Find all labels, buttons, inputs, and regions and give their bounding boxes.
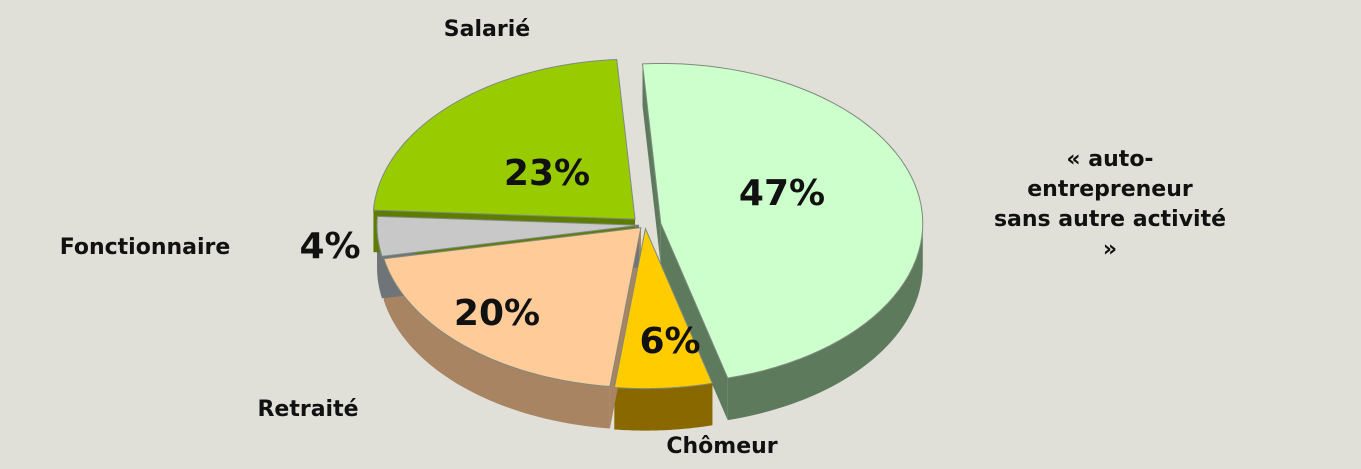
- slice: [372, 58, 636, 220]
- category-label: Chômeur: [666, 434, 778, 459]
- value-label: 47%: [739, 173, 825, 214]
- category-label: « auto-entrepreneur sans autre activité …: [993, 147, 1227, 262]
- category-label: Salarié: [443, 17, 531, 42]
- slice-side: [614, 383, 713, 431]
- category-label: Retraité: [257, 397, 359, 422]
- slice: [641, 62, 924, 379]
- value-label: 20%: [454, 293, 540, 334]
- slice: [376, 215, 640, 257]
- slice-tops: [372, 58, 924, 390]
- category-label: Fonctionnaire: [59, 235, 231, 260]
- slice: [383, 227, 642, 388]
- slice: [613, 226, 714, 390]
- value-label: 6%: [639, 321, 700, 362]
- slice-side: [383, 258, 610, 429]
- value-label: 4%: [299, 226, 360, 267]
- slice-wall: [660, 223, 728, 421]
- slice-side: [727, 223, 923, 421]
- slice-wall: [642, 63, 661, 266]
- value-label: 23%: [504, 153, 590, 194]
